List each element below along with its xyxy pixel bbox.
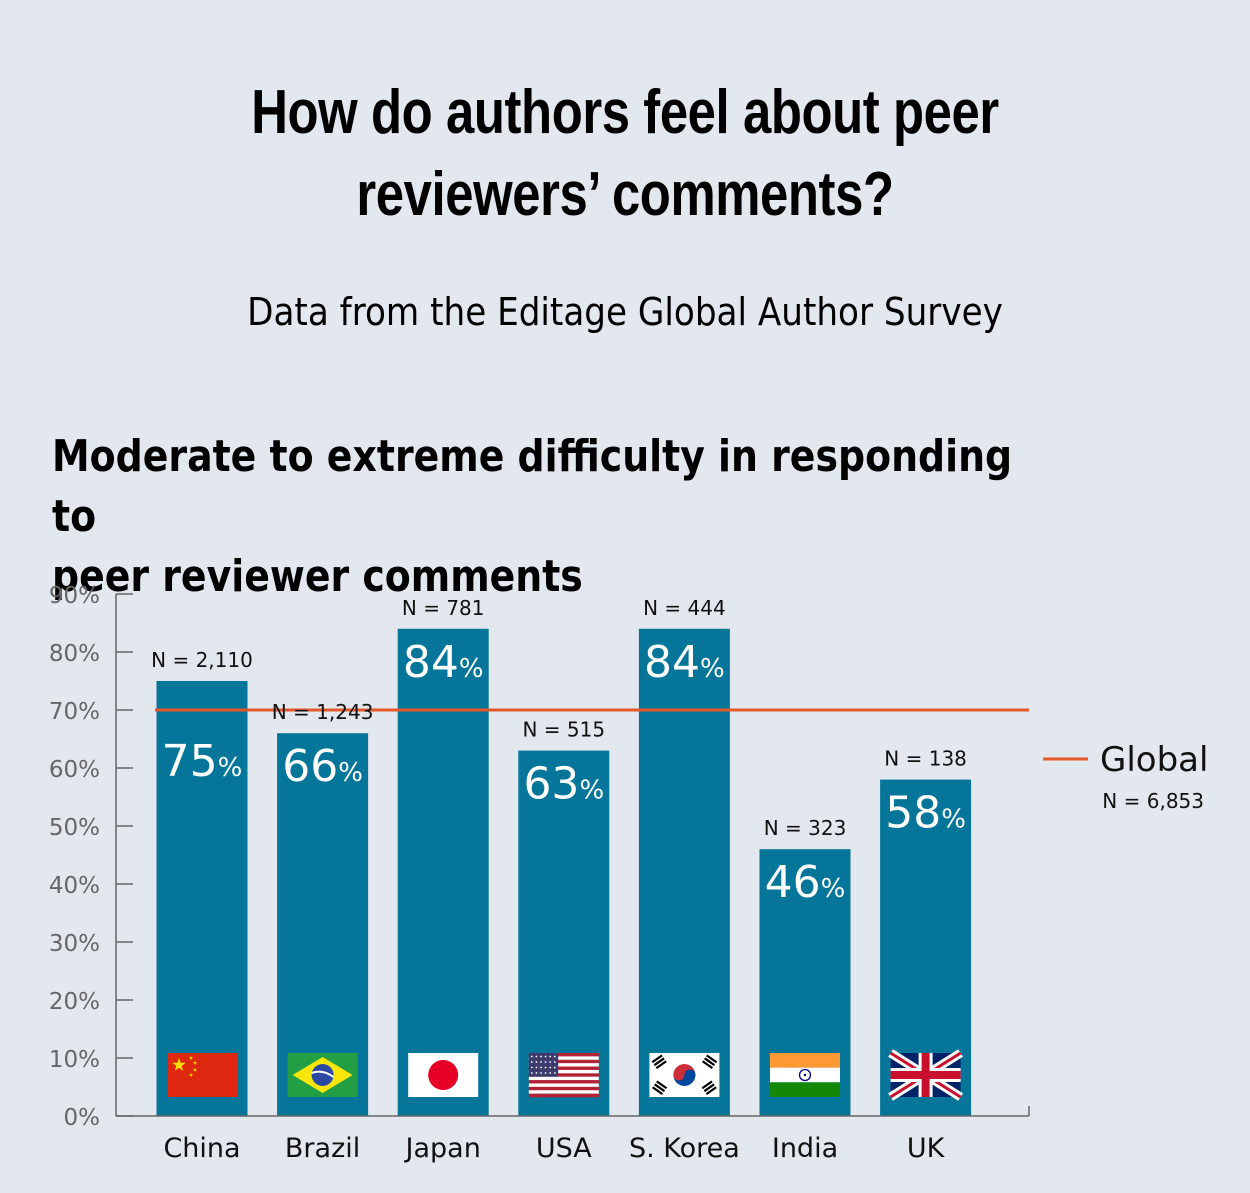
sample-size-label: N = 2,110 [151,648,253,672]
bar [397,628,489,1116]
legend-label-global: Global [1100,740,1208,780]
y-tick-label: 10% [49,1047,100,1073]
value-label: 66% [282,741,363,792]
value-label: 84% [644,637,725,688]
y-tick-label: 70% [49,699,100,725]
bar [156,681,248,1116]
x-tick-label: China [163,1133,240,1164]
x-tick-label: UK [907,1133,946,1164]
x-tick-label: USA [536,1133,592,1164]
main-title-line-1: How do authors feel about peer [251,78,999,147]
subtitle: Data from the Editage Global Author Surv… [247,290,1003,334]
y-tick-label: 30% [49,931,100,957]
y-tick-label: 60% [49,757,100,783]
y-tick-label: 80% [49,641,100,667]
sample-size-label: N = 444 [643,596,726,620]
sample-size-label: N = 138 [884,747,967,771]
value-label: 63% [523,759,604,810]
uk-flag-icon [888,1049,963,1101]
chart-title-line-2: peer reviewer comments [52,551,583,602]
bar [638,628,730,1116]
x-tick-label: S. Korea [629,1133,740,1164]
china-flag-icon [167,1053,237,1097]
sample-size-label: N = 781 [402,596,485,620]
x-tick-label: Brazil [285,1133,360,1164]
y-tick-label: 20% [49,989,100,1015]
usa-flag-icon [528,1053,599,1098]
chart-title-line-1: Moderate to extreme difficulty in respon… [52,431,1013,542]
main-title-line-2: reviewers’ comments? [356,160,894,229]
south-korea-flag-icon [649,1053,720,1097]
japan-flag-icon [408,1053,479,1097]
chart-title: Moderate to extreme difficulty in respon… [52,427,1041,607]
india-flag-icon [770,1053,840,1097]
x-tick-label: Japan [404,1133,481,1164]
sample-size-label: N = 323 [764,816,847,840]
y-tick-label: 90% [49,583,100,609]
y-tick-label: 50% [49,815,100,841]
legend-sample-size: N = 6,853 [1102,789,1204,813]
value-label: 75% [162,736,243,787]
brazil-flag-icon [287,1053,358,1097]
main-title: How do authors feel about peer reviewers… [113,72,1138,236]
value-label: 46% [765,857,846,908]
value-label: 84% [403,637,484,688]
y-tick-label: 0% [64,1105,101,1131]
sample-size-label: N = 515 [522,718,605,742]
bar [277,733,369,1116]
value-label: 58% [885,788,966,839]
x-tick-label: India [772,1133,838,1164]
y-tick-label: 40% [49,873,100,899]
sample-size-label: N = 1,243 [272,700,374,724]
